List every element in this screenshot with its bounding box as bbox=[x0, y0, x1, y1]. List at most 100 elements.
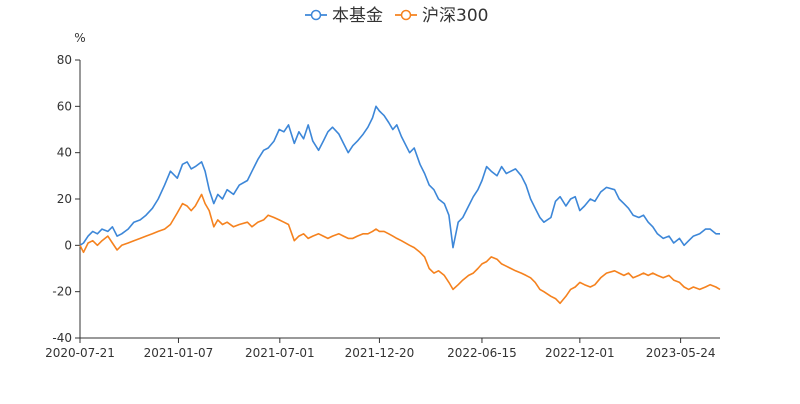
data-point[interactable] bbox=[543, 290, 545, 292]
data-point[interactable] bbox=[186, 205, 188, 207]
data-point[interactable] bbox=[423, 256, 425, 258]
data-point[interactable] bbox=[715, 286, 717, 288]
data-point[interactable] bbox=[550, 216, 552, 218]
data-point[interactable] bbox=[317, 149, 319, 151]
data-point[interactable] bbox=[565, 205, 567, 207]
data-point[interactable] bbox=[632, 277, 634, 279]
data-point[interactable] bbox=[139, 237, 141, 239]
data-point[interactable] bbox=[589, 286, 591, 288]
data-point[interactable] bbox=[605, 186, 607, 188]
data-point[interactable] bbox=[396, 124, 398, 126]
data-point[interactable] bbox=[496, 175, 498, 177]
data-point[interactable] bbox=[500, 165, 502, 167]
data-point[interactable] bbox=[221, 223, 223, 225]
data-point[interactable] bbox=[514, 168, 516, 170]
data-point[interactable] bbox=[554, 297, 556, 299]
data-point[interactable] bbox=[534, 281, 536, 283]
data-point[interactable] bbox=[111, 242, 113, 244]
data-point[interactable] bbox=[312, 235, 314, 237]
data-point[interactable] bbox=[662, 277, 664, 279]
data-point[interactable] bbox=[383, 230, 385, 232]
data-point[interactable] bbox=[638, 274, 640, 276]
data-point[interactable] bbox=[362, 233, 364, 235]
data-point[interactable] bbox=[683, 244, 685, 246]
data-point[interactable] bbox=[200, 193, 202, 195]
data-point[interactable] bbox=[283, 131, 285, 133]
data-point[interactable] bbox=[437, 198, 439, 200]
data-point[interactable] bbox=[683, 286, 685, 288]
data-point[interactable] bbox=[194, 165, 196, 167]
data-point[interactable] bbox=[539, 288, 541, 290]
data-point[interactable] bbox=[594, 284, 596, 286]
data-point[interactable] bbox=[383, 114, 385, 116]
data-point[interactable] bbox=[428, 184, 430, 186]
data-point[interactable] bbox=[217, 219, 219, 221]
data-point[interactable] bbox=[278, 128, 280, 130]
data-point[interactable] bbox=[599, 191, 601, 193]
data-point[interactable] bbox=[719, 233, 721, 235]
data-point[interactable] bbox=[692, 235, 694, 237]
data-point[interactable] bbox=[490, 170, 492, 172]
data-point[interactable] bbox=[467, 274, 469, 276]
data-point[interactable] bbox=[423, 172, 425, 174]
data-point[interactable] bbox=[481, 263, 483, 265]
data-point[interactable] bbox=[322, 140, 324, 142]
data-point[interactable] bbox=[307, 124, 309, 126]
data-point[interactable] bbox=[176, 177, 178, 179]
data-point[interactable] bbox=[672, 242, 674, 244]
data-point[interactable] bbox=[232, 193, 234, 195]
data-point[interactable] bbox=[217, 193, 219, 195]
data-point[interactable] bbox=[627, 207, 629, 209]
data-point[interactable] bbox=[525, 274, 527, 276]
data-point[interactable] bbox=[273, 216, 275, 218]
data-point[interactable] bbox=[668, 274, 670, 276]
data-point[interactable] bbox=[190, 209, 192, 211]
data-point[interactable] bbox=[457, 221, 459, 223]
data-point[interactable] bbox=[267, 214, 269, 216]
data-point[interactable] bbox=[400, 240, 402, 242]
data-point[interactable] bbox=[251, 226, 253, 228]
data-point[interactable] bbox=[362, 133, 364, 135]
data-point[interactable] bbox=[352, 237, 354, 239]
data-point[interactable] bbox=[613, 270, 615, 272]
data-point[interactable] bbox=[688, 240, 690, 242]
data-point[interactable] bbox=[396, 237, 398, 239]
data-point[interactable] bbox=[226, 221, 228, 223]
data-point[interactable] bbox=[579, 209, 581, 211]
data-point[interactable] bbox=[642, 272, 644, 274]
data-point[interactable] bbox=[194, 205, 196, 207]
data-point[interactable] bbox=[699, 288, 701, 290]
data-point[interactable] bbox=[652, 272, 654, 274]
data-point[interactable] bbox=[127, 228, 129, 230]
data-point[interactable] bbox=[559, 302, 561, 304]
data-point[interactable] bbox=[583, 205, 585, 207]
series-line-1[interactable] bbox=[79, 193, 721, 305]
data-point[interactable] bbox=[278, 219, 280, 221]
data-point[interactable] bbox=[692, 286, 694, 288]
data-point[interactable] bbox=[647, 274, 649, 276]
data-point[interactable] bbox=[579, 281, 581, 283]
data-point[interactable] bbox=[678, 281, 680, 283]
data-point[interactable] bbox=[543, 221, 545, 223]
data-point[interactable] bbox=[371, 117, 373, 119]
data-point[interactable] bbox=[477, 267, 479, 269]
data-point[interactable] bbox=[273, 140, 275, 142]
data-point[interactable] bbox=[485, 260, 487, 262]
data-point[interactable] bbox=[322, 235, 324, 237]
data-point[interactable] bbox=[472, 195, 474, 197]
data-point[interactable] bbox=[520, 272, 522, 274]
data-point[interactable] bbox=[529, 277, 531, 279]
data-point[interactable] bbox=[139, 219, 141, 221]
data-point[interactable] bbox=[317, 233, 319, 235]
data-point[interactable] bbox=[413, 246, 415, 248]
data-point[interactable] bbox=[392, 235, 394, 237]
data-point[interactable] bbox=[539, 216, 541, 218]
data-point[interactable] bbox=[262, 219, 264, 221]
data-point[interactable] bbox=[652, 226, 654, 228]
data-point[interactable] bbox=[400, 135, 402, 137]
data-point[interactable] bbox=[107, 230, 109, 232]
data-point[interactable] bbox=[327, 237, 329, 239]
legend[interactable]: 本基金 沪深300 bbox=[305, 6, 488, 26]
data-point[interactable] bbox=[457, 284, 459, 286]
data-point[interactable] bbox=[133, 221, 135, 223]
